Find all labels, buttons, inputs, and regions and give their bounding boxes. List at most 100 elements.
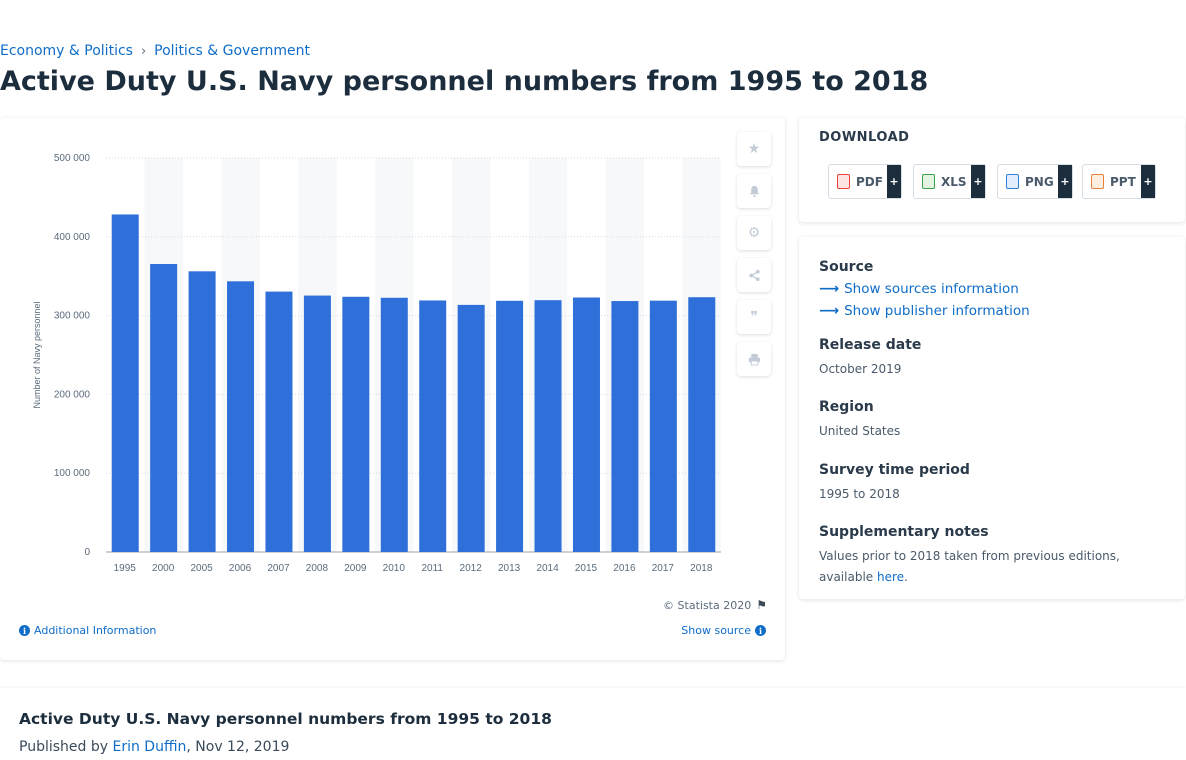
y-tick-label: 300 000 <box>54 311 91 322</box>
region-heading: Region <box>819 399 874 416</box>
bar-2008[interactable] <box>303 295 331 552</box>
x-tick-label: 2013 <box>498 563 521 574</box>
bar-2000[interactable] <box>150 263 178 552</box>
x-tick-label: 2015 <box>575 563 598 574</box>
bar-2012[interactable] <box>457 304 485 552</box>
bar-2018[interactable] <box>688 297 716 552</box>
notes-here-link[interactable]: here <box>876 569 905 584</box>
x-tick-label: 2011 <box>421 563 443 574</box>
bar-2015[interactable] <box>572 297 600 552</box>
download-pdf-label: PDF <box>856 174 883 189</box>
info-icon: i <box>755 625 766 636</box>
release-date-heading: Release date <box>819 337 922 353</box>
breadcrumb-politics-government[interactable]: Politics & Government <box>154 43 310 59</box>
bar-2017[interactable] <box>649 300 677 552</box>
plus-icon: + <box>1141 165 1155 198</box>
y-tick-label: 500 000 <box>54 153 91 164</box>
breadcrumb-economy-politics[interactable]: Economy & Politics <box>0 43 133 59</box>
breadcrumb-separator: › <box>140 43 147 59</box>
bell-icon[interactable] <box>737 174 771 208</box>
bar-2011[interactable] <box>419 300 447 552</box>
survey-period-heading: Survey time period <box>819 461 970 478</box>
description-title: Active Duty U.S. Navy personnel numbers … <box>19 710 552 728</box>
x-tick-label: 2009 <box>344 563 367 574</box>
star-icon[interactable]: ★ <box>737 132 771 166</box>
published-by: Published by Erin Duffin, Nov 12, 2019 <box>19 739 289 755</box>
author-link[interactable]: Erin Duffin <box>112 739 187 755</box>
bar-2009[interactable] <box>342 296 370 552</box>
chart-copyright: © Statista 2020 ⚑ <box>663 598 767 612</box>
bar-2006[interactable] <box>227 281 255 552</box>
download-png-button[interactable]: PNG + <box>997 164 1073 199</box>
download-title: DOWNLOAD <box>819 130 910 145</box>
bar-2014[interactable] <box>534 300 562 552</box>
bar-2010[interactable] <box>380 297 408 552</box>
download-card: DOWNLOAD PDF + XLS + PNG + PPT + <box>799 118 1185 222</box>
bar-2016[interactable] <box>611 301 639 552</box>
chart-card: 0 100 000 200 000 300 000 400 000 500 000 199… <box>0 118 785 660</box>
x-tick-label: 2014 <box>536 563 559 574</box>
x-tick-label: 1995 <box>114 563 137 574</box>
download-xls-label: XLS <box>941 174 967 189</box>
flag-icon[interactable]: ⚑ <box>756 598 767 612</box>
show-publisher-label: Show publisher information <box>844 303 1030 319</box>
published-date: , Nov 12, 2019 <box>186 739 290 755</box>
download-ppt-label: PPT <box>1110 174 1136 189</box>
show-source-label: Show source <box>681 624 751 637</box>
statistic-description-card: Active Duty U.S. Navy personnel numbers … <box>0 688 1186 760</box>
page-title: Active Duty U.S. Navy personnel numbers … <box>0 66 929 97</box>
show-sources-link[interactable]: ⟶ Show sources information <box>819 281 1165 297</box>
additional-info-link[interactable]: i Additional Information <box>19 624 156 637</box>
additional-info-label: Additional Information <box>34 624 157 637</box>
quote-icon[interactable]: ❞ <box>737 300 771 334</box>
download-pdf-button[interactable]: PDF + <box>828 164 902 199</box>
supplementary-notes-value: Values prior to 2018 taken from previous… <box>819 546 1165 587</box>
show-source-link[interactable]: Show source i <box>681 624 766 637</box>
x-tick-label: 2016 <box>613 563 636 574</box>
chart-toolbar: ★ ⚙ ❞ <box>737 132 773 384</box>
show-publisher-link[interactable]: ⟶ Show publisher information <box>819 303 1165 319</box>
show-sources-label: Show sources information <box>844 281 1019 297</box>
download-xls-button[interactable]: XLS + <box>913 164 986 199</box>
x-tick-label: 2007 <box>267 563 290 574</box>
bar-2013[interactable] <box>496 300 524 552</box>
statistic-details-card: Source ⟶ Show sources information ⟶ Show… <box>799 237 1185 599</box>
y-tick-label: 100 000 <box>54 468 91 479</box>
arrow-right-icon: ⟶ <box>819 281 840 297</box>
notes-end: . <box>904 569 908 584</box>
plus-icon: + <box>971 165 985 198</box>
print-icon[interactable] <box>737 342 771 376</box>
ppt-file-icon <box>1091 174 1104 189</box>
x-tick-label: 2017 <box>652 563 675 574</box>
info-icon: i <box>19 625 30 636</box>
png-file-icon <box>1006 174 1019 189</box>
notes-text: Values prior to 2018 taken from previous… <box>819 549 1120 584</box>
x-tick-label: 2012 <box>460 563 483 574</box>
xls-file-icon <box>922 174 935 189</box>
source-heading: Source <box>819 259 874 275</box>
y-tick-label: 200 000 <box>54 389 91 400</box>
download-ppt-button[interactable]: PPT + <box>1082 164 1156 199</box>
x-tick-label: 2008 <box>306 563 329 574</box>
bar-1995[interactable] <box>111 214 139 552</box>
survey-period-value: 1995 to 2018 <box>819 486 900 501</box>
pdf-file-icon <box>837 174 850 189</box>
published-prefix: Published by <box>19 739 113 755</box>
bar-2007[interactable] <box>265 291 293 552</box>
y-axis-label: Number of Navy personnel <box>32 301 42 408</box>
y-tick-label: 400 000 <box>54 232 91 243</box>
y-tick-label: 0 <box>84 547 90 558</box>
x-tick-label: 2005 <box>190 563 213 574</box>
x-tick-label: 2000 <box>152 563 175 574</box>
arrow-right-icon: ⟶ <box>819 303 840 319</box>
plus-icon: + <box>887 165 901 198</box>
x-tick-label: 2010 <box>383 563 406 574</box>
release-date-value: October 2019 <box>819 362 902 376</box>
bar-chart: 0 100 000 200 000 300 000 400 000 500 000 199… <box>32 153 721 574</box>
share-icon[interactable] <box>737 258 771 292</box>
x-tick-label: 2006 <box>229 563 252 574</box>
x-tick-label: 2018 <box>690 563 713 574</box>
breadcrumb: Economy & Politics › Politics & Governme… <box>0 43 310 59</box>
bar-2005[interactable] <box>188 271 216 552</box>
gear-icon[interactable]: ⚙ <box>737 216 771 250</box>
